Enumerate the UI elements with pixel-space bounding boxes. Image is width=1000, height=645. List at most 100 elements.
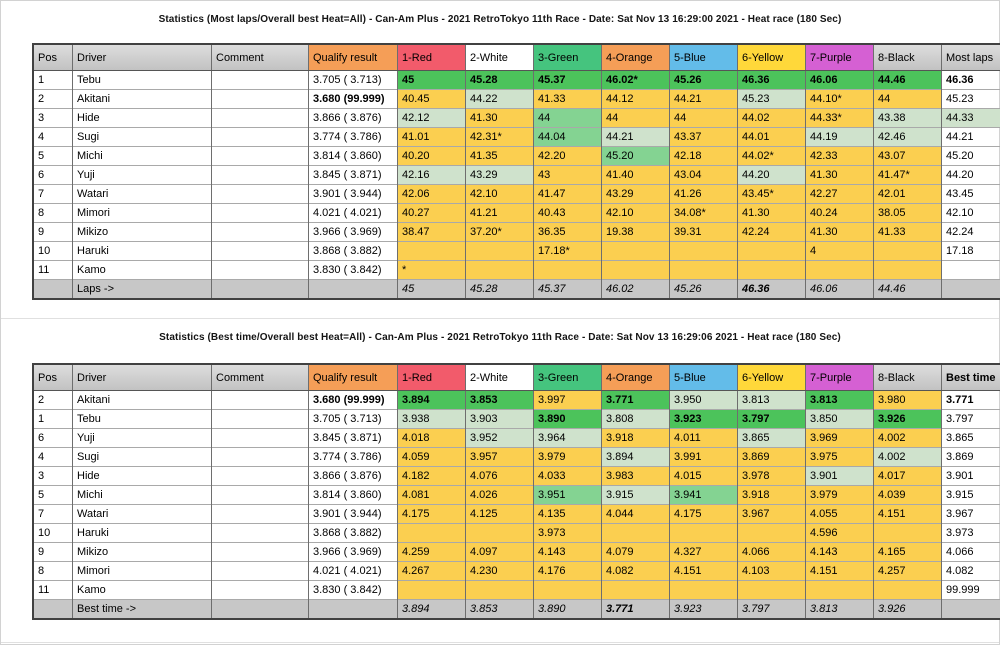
heat-2-cell: 44.22: [465, 89, 534, 109]
footer-heat-6-cell: 46.36: [737, 279, 806, 299]
heat-6-cell: 3.813: [737, 390, 806, 410]
comment-cell: [211, 523, 309, 543]
driver-name-cell: Sugi: [72, 447, 212, 467]
most-laps-statistics-table: Pos Driver Comment Qualify result 1-Red 2-Whi…: [32, 43, 1000, 300]
comment-cell: [211, 447, 309, 467]
heat-5-cell: 45.26: [669, 70, 738, 90]
driver-name-cell: Watari: [72, 504, 212, 524]
footer-empty-cell: [941, 599, 1000, 619]
heat-3-cell: 40.43: [533, 203, 602, 223]
footer-empty-cell: [941, 279, 1000, 299]
footer-label-cell: Laps ->: [72, 279, 212, 299]
column-header-1-red: 1-Red: [397, 44, 466, 71]
summary-cell: 3.973: [941, 523, 1000, 543]
footer-empty-cell: [308, 279, 398, 299]
heat-5-cell: 39.31: [669, 222, 738, 242]
qualify-result-cell: 3.774 ( 3.786): [308, 127, 398, 147]
pos-cell: 10: [32, 241, 73, 261]
qualify-result-cell: 3.868 ( 3.882): [308, 241, 398, 261]
page-separator-line: [1, 318, 999, 319]
comment-cell: [211, 428, 309, 448]
driver-name-cell: Tebu: [72, 409, 212, 429]
driver-row-mimori: 8 Mimori 4.021 ( 4.021) 40.27 41.21 40.43 42.1…: [32, 203, 1000, 223]
column-header-3-green: 3-Green: [533, 44, 602, 71]
heat-2-cell: 41.30: [465, 108, 534, 128]
heat-7-cell: 44.33*: [805, 108, 874, 128]
most-laps-table-title: Statistics (Most laps/Overall best Heat=…: [158, 14, 842, 25]
heat-7-cell: 41.30: [805, 165, 874, 185]
driver-name-cell: Yuji: [72, 428, 212, 448]
footer-heat-3-cell: 3.890: [533, 599, 602, 619]
summary-cell: 4.066: [941, 542, 1000, 562]
summary-cell: 99.999: [941, 580, 1000, 600]
heat-2-cell: 45.28: [465, 70, 534, 90]
heat-3-cell: 3.997: [533, 390, 602, 410]
driver-row-yuji: 6 Yuji 3.845 ( 3.871) 4.018 3.952 3.964 3.918 4…: [32, 428, 1000, 448]
heat-2-cell: [465, 580, 534, 600]
heat-5-cell: 3.941: [669, 485, 738, 505]
driver-name-cell: Kamo: [72, 260, 212, 280]
heat-8-cell: 3.926: [873, 409, 942, 429]
summary-cell: 42.10: [941, 203, 1000, 223]
comment-cell: [211, 504, 309, 524]
qualify-result-cell: 3.830 ( 3.842): [308, 260, 398, 280]
pos-cell: 7: [32, 504, 73, 524]
heat-8-cell: 42.46: [873, 127, 942, 147]
heat-2-cell: 4.125: [465, 504, 534, 524]
heat-4-cell: 3.771: [601, 390, 670, 410]
heat-7-cell: [805, 580, 874, 600]
driver-row-mikizo: 9 Mikizo 3.966 ( 3.969) 4.259 4.097 4.143 4.07…: [32, 542, 1000, 562]
heat-8-cell: 4.039: [873, 485, 942, 505]
heat-6-cell: 44.01: [737, 127, 806, 147]
driver-row-akitani: 2 Akitani 3.680 (99.999) 3.894 3.853 3.997 3.7…: [32, 390, 1000, 410]
heat-2-cell: 4.097: [465, 542, 534, 562]
driver-name-cell: Sugi: [72, 127, 212, 147]
comment-cell: [211, 203, 309, 223]
qualify-result-cell: 3.680 (99.999): [308, 89, 398, 109]
qualify-result-cell: 3.705 ( 3.713): [308, 409, 398, 429]
heat-3-cell: 4.135: [533, 504, 602, 524]
heat-7-cell: 40.24: [805, 203, 874, 223]
heat-4-cell: 45.20: [601, 146, 670, 166]
driver-name-cell: Akitani: [72, 390, 212, 410]
summary-cell: 44.20: [941, 165, 1000, 185]
heat-8-cell: 4.017: [873, 466, 942, 486]
footer-heat-6-cell: 3.797: [737, 599, 806, 619]
heat-3-cell: [533, 260, 602, 280]
qualify-result-cell: 4.021 ( 4.021): [308, 203, 398, 223]
qualify-result-cell: 3.868 ( 3.882): [308, 523, 398, 543]
heat-7-cell: 42.33: [805, 146, 874, 166]
best-time-table-header: Pos Driver Comment Qualify result 1-Red 2-Whi…: [32, 364, 1000, 391]
heat-1-cell: 40.45: [397, 89, 466, 109]
column-header-8-black: 8-Black: [873, 44, 942, 71]
driver-row-hide: 3 Hide 3.866 ( 3.876) 4.182 4.076 4.033 3.983 4…: [32, 466, 1000, 486]
heat-3-cell: 3.951: [533, 485, 602, 505]
pos-cell: 6: [32, 428, 73, 448]
heat-1-cell: [397, 241, 466, 261]
driver-row-tebu: 1 Tebu 3.705 ( 3.713) 45 45.28 45.37 46.02* 45.…: [32, 70, 1000, 90]
summary-cell: 17.18: [941, 241, 1000, 261]
heat-7-cell: 3.850: [805, 409, 874, 429]
heat-5-cell: 3.923: [669, 409, 738, 429]
heat-8-cell: 4.002: [873, 428, 942, 448]
heat-5-cell: 3.950: [669, 390, 738, 410]
comment-cell: [211, 127, 309, 147]
heat-2-cell: 4.076: [465, 466, 534, 486]
heat-8-cell: 4.165: [873, 542, 942, 562]
heat-5-cell: [669, 580, 738, 600]
comment-cell: [211, 222, 309, 242]
summary-cell: 3.865: [941, 428, 1000, 448]
footer-heat-1-cell: 3.894: [397, 599, 466, 619]
heat-6-cell: 3.978: [737, 466, 806, 486]
qualify-result-cell: 3.901 ( 3.944): [308, 184, 398, 204]
heat-2-cell: 3.903: [465, 409, 534, 429]
footer-heat-8-cell: 44.46: [873, 279, 942, 299]
column-header-6-yellow: 6-Yellow: [737, 364, 806, 391]
driver-row-sugi: 4 Sugi 3.774 ( 3.786) 41.01 42.31* 44.04 44.21…: [32, 127, 1000, 147]
heat-5-cell: 3.991: [669, 447, 738, 467]
heat-3-cell: 3.964: [533, 428, 602, 448]
heat-5-cell: 4.151: [669, 561, 738, 581]
heat-2-cell: 41.35: [465, 146, 534, 166]
driver-name-cell: Tebu: [72, 70, 212, 90]
